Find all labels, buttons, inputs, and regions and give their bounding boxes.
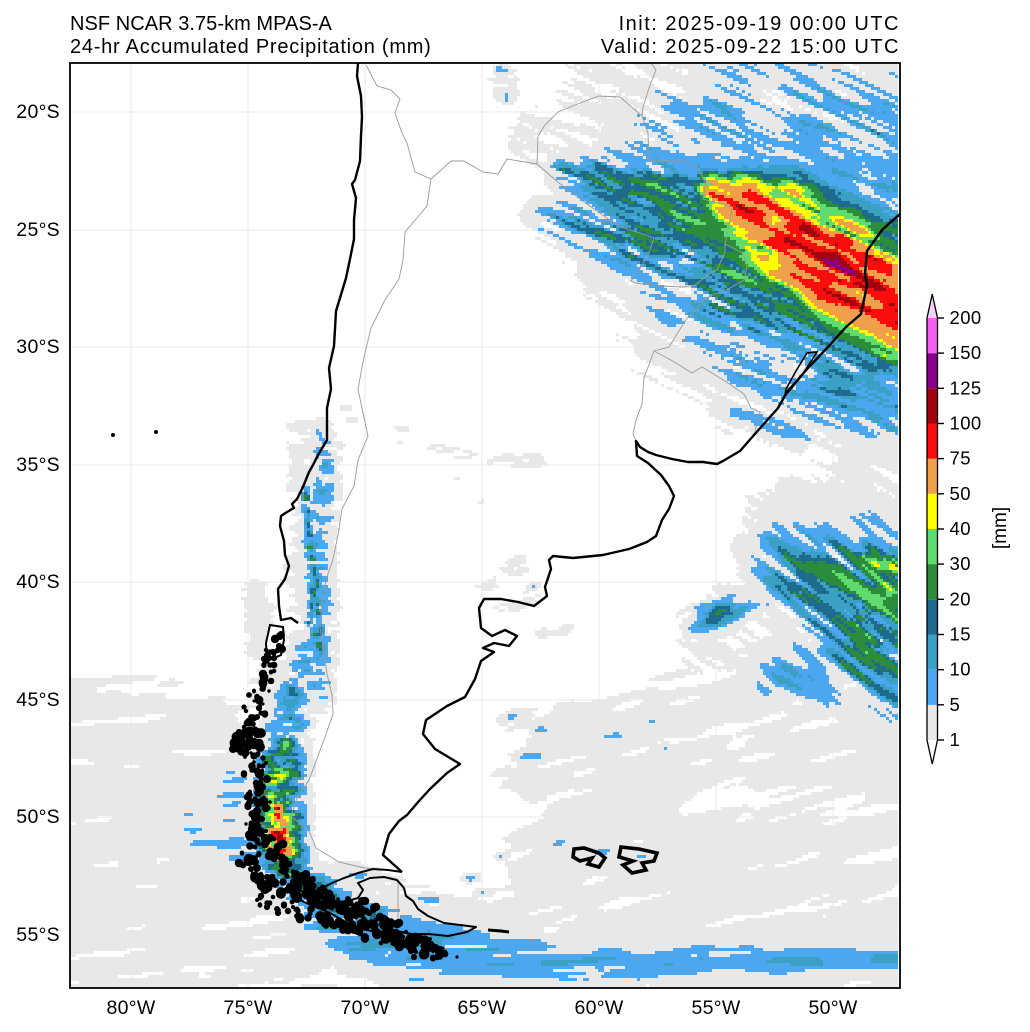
svg-text:70°W: 70°W: [340, 997, 389, 1019]
svg-text:15: 15: [950, 624, 971, 645]
svg-text:1: 1: [950, 729, 961, 750]
svg-text:35°S: 35°S: [16, 454, 60, 476]
svg-text:25°S: 25°S: [16, 219, 60, 241]
svg-text:125: 125: [950, 377, 982, 398]
svg-text:55°W: 55°W: [691, 997, 740, 1019]
svg-text:[mm]: [mm]: [990, 507, 1011, 549]
svg-text:NSF NCAR 3.75-km MPAS-A: NSF NCAR 3.75-km MPAS-A: [70, 13, 333, 35]
svg-text:Init: 2025-09-19 00:00 UTC: Init: 2025-09-19 00:00 UTC: [619, 13, 900, 35]
svg-text:100: 100: [950, 413, 982, 434]
svg-text:5: 5: [950, 694, 961, 715]
svg-text:30°S: 30°S: [16, 336, 60, 358]
svg-text:75°W: 75°W: [223, 997, 272, 1019]
svg-text:80°W: 80°W: [106, 997, 155, 1019]
svg-text:24-hr Accumulated Precipitatio: 24-hr Accumulated Precipitation (mm): [70, 36, 432, 58]
svg-text:60°W: 60°W: [574, 997, 623, 1019]
svg-text:40°S: 40°S: [16, 571, 60, 593]
svg-text:50: 50: [950, 483, 971, 504]
svg-text:200: 200: [950, 307, 982, 328]
svg-text:20: 20: [950, 588, 971, 609]
svg-text:30: 30: [950, 553, 971, 574]
svg-text:65°W: 65°W: [457, 997, 506, 1019]
svg-text:40: 40: [950, 518, 971, 539]
svg-text:55°S: 55°S: [16, 924, 60, 946]
svg-text:150: 150: [950, 342, 982, 363]
svg-text:50°W: 50°W: [808, 997, 857, 1019]
svg-text:50°S: 50°S: [16, 806, 60, 828]
svg-text:45°S: 45°S: [16, 689, 60, 711]
svg-text:10: 10: [950, 659, 971, 680]
svg-text:20°S: 20°S: [16, 101, 60, 123]
svg-text:Valid: 2025-09-22 15:00 UTC: Valid: 2025-09-22 15:00 UTC: [601, 36, 900, 58]
svg-text:75: 75: [950, 448, 971, 469]
